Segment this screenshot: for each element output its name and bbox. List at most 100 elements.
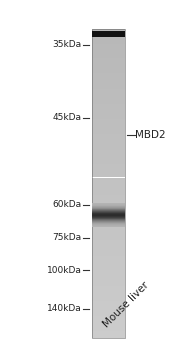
Bar xyxy=(92,187,125,188)
Bar xyxy=(92,265,125,266)
Bar xyxy=(92,208,125,209)
Bar xyxy=(92,315,125,316)
Bar xyxy=(92,274,125,275)
Bar xyxy=(92,90,125,91)
Bar xyxy=(92,66,125,67)
Bar xyxy=(92,98,125,99)
Bar xyxy=(92,79,125,80)
Bar xyxy=(92,122,125,123)
Bar xyxy=(92,140,125,141)
Bar xyxy=(92,254,125,255)
Bar xyxy=(92,93,125,94)
Bar xyxy=(92,273,125,274)
Bar xyxy=(92,191,125,192)
Bar xyxy=(92,197,125,198)
Bar xyxy=(92,211,125,212)
Bar xyxy=(92,114,125,115)
Bar xyxy=(92,203,125,204)
Bar xyxy=(92,63,125,64)
Bar xyxy=(92,159,125,160)
Bar xyxy=(92,322,125,323)
Bar xyxy=(92,49,125,50)
Bar xyxy=(92,69,125,70)
Bar xyxy=(92,53,125,54)
Bar xyxy=(92,333,125,334)
Bar xyxy=(92,305,125,306)
Bar xyxy=(92,248,125,250)
Bar xyxy=(92,260,125,261)
Bar xyxy=(92,279,125,280)
Bar xyxy=(92,175,125,176)
Bar xyxy=(92,107,125,108)
Bar xyxy=(92,92,125,93)
Bar xyxy=(92,220,125,221)
Bar xyxy=(92,252,125,253)
Bar xyxy=(92,46,125,47)
Bar xyxy=(92,314,125,315)
Bar xyxy=(92,335,125,336)
Text: 45kDa: 45kDa xyxy=(53,113,82,122)
Bar xyxy=(92,64,125,65)
Bar xyxy=(92,289,125,290)
Bar xyxy=(92,245,125,246)
Bar xyxy=(92,326,125,327)
Bar xyxy=(92,43,125,44)
Bar xyxy=(92,124,125,125)
Bar xyxy=(92,261,125,262)
Bar xyxy=(92,116,125,117)
Bar xyxy=(92,101,125,102)
Bar xyxy=(92,95,125,96)
Bar xyxy=(92,115,125,116)
Bar xyxy=(92,29,125,30)
Bar xyxy=(92,35,125,36)
Bar xyxy=(92,235,125,236)
Bar xyxy=(92,308,125,309)
Bar xyxy=(92,141,125,142)
Bar xyxy=(92,225,125,226)
Bar xyxy=(92,190,125,191)
Bar xyxy=(92,306,125,307)
Bar xyxy=(92,328,125,329)
Bar xyxy=(92,105,125,106)
Bar xyxy=(92,99,125,100)
Bar xyxy=(92,30,125,31)
Bar xyxy=(92,309,125,310)
Bar xyxy=(92,307,125,308)
Bar xyxy=(92,164,125,165)
Bar xyxy=(92,229,125,230)
Bar xyxy=(92,80,125,82)
Bar xyxy=(92,264,125,265)
Bar xyxy=(92,112,125,113)
Bar xyxy=(92,165,125,166)
Text: 35kDa: 35kDa xyxy=(52,40,82,49)
Bar xyxy=(92,86,125,87)
Bar xyxy=(92,110,125,111)
Bar xyxy=(92,29,125,338)
Bar xyxy=(92,117,125,118)
Bar xyxy=(92,128,125,129)
Bar xyxy=(92,287,125,288)
Bar xyxy=(92,284,125,285)
Bar xyxy=(92,275,125,276)
Bar xyxy=(92,85,125,86)
Bar xyxy=(92,237,125,238)
Bar xyxy=(92,278,125,279)
Bar xyxy=(92,42,125,43)
Bar xyxy=(92,168,125,169)
Bar xyxy=(92,318,125,320)
Bar xyxy=(92,102,125,103)
Bar xyxy=(92,303,125,304)
Bar xyxy=(92,200,125,201)
Bar xyxy=(92,320,125,321)
Bar xyxy=(92,310,125,312)
Bar xyxy=(92,323,125,324)
Bar xyxy=(92,198,125,199)
Bar xyxy=(92,230,125,231)
Bar xyxy=(92,82,125,83)
Bar xyxy=(92,181,125,182)
Bar xyxy=(92,138,125,139)
Bar xyxy=(92,221,125,222)
Bar xyxy=(92,106,125,107)
Bar xyxy=(92,207,125,208)
Bar xyxy=(92,33,125,34)
